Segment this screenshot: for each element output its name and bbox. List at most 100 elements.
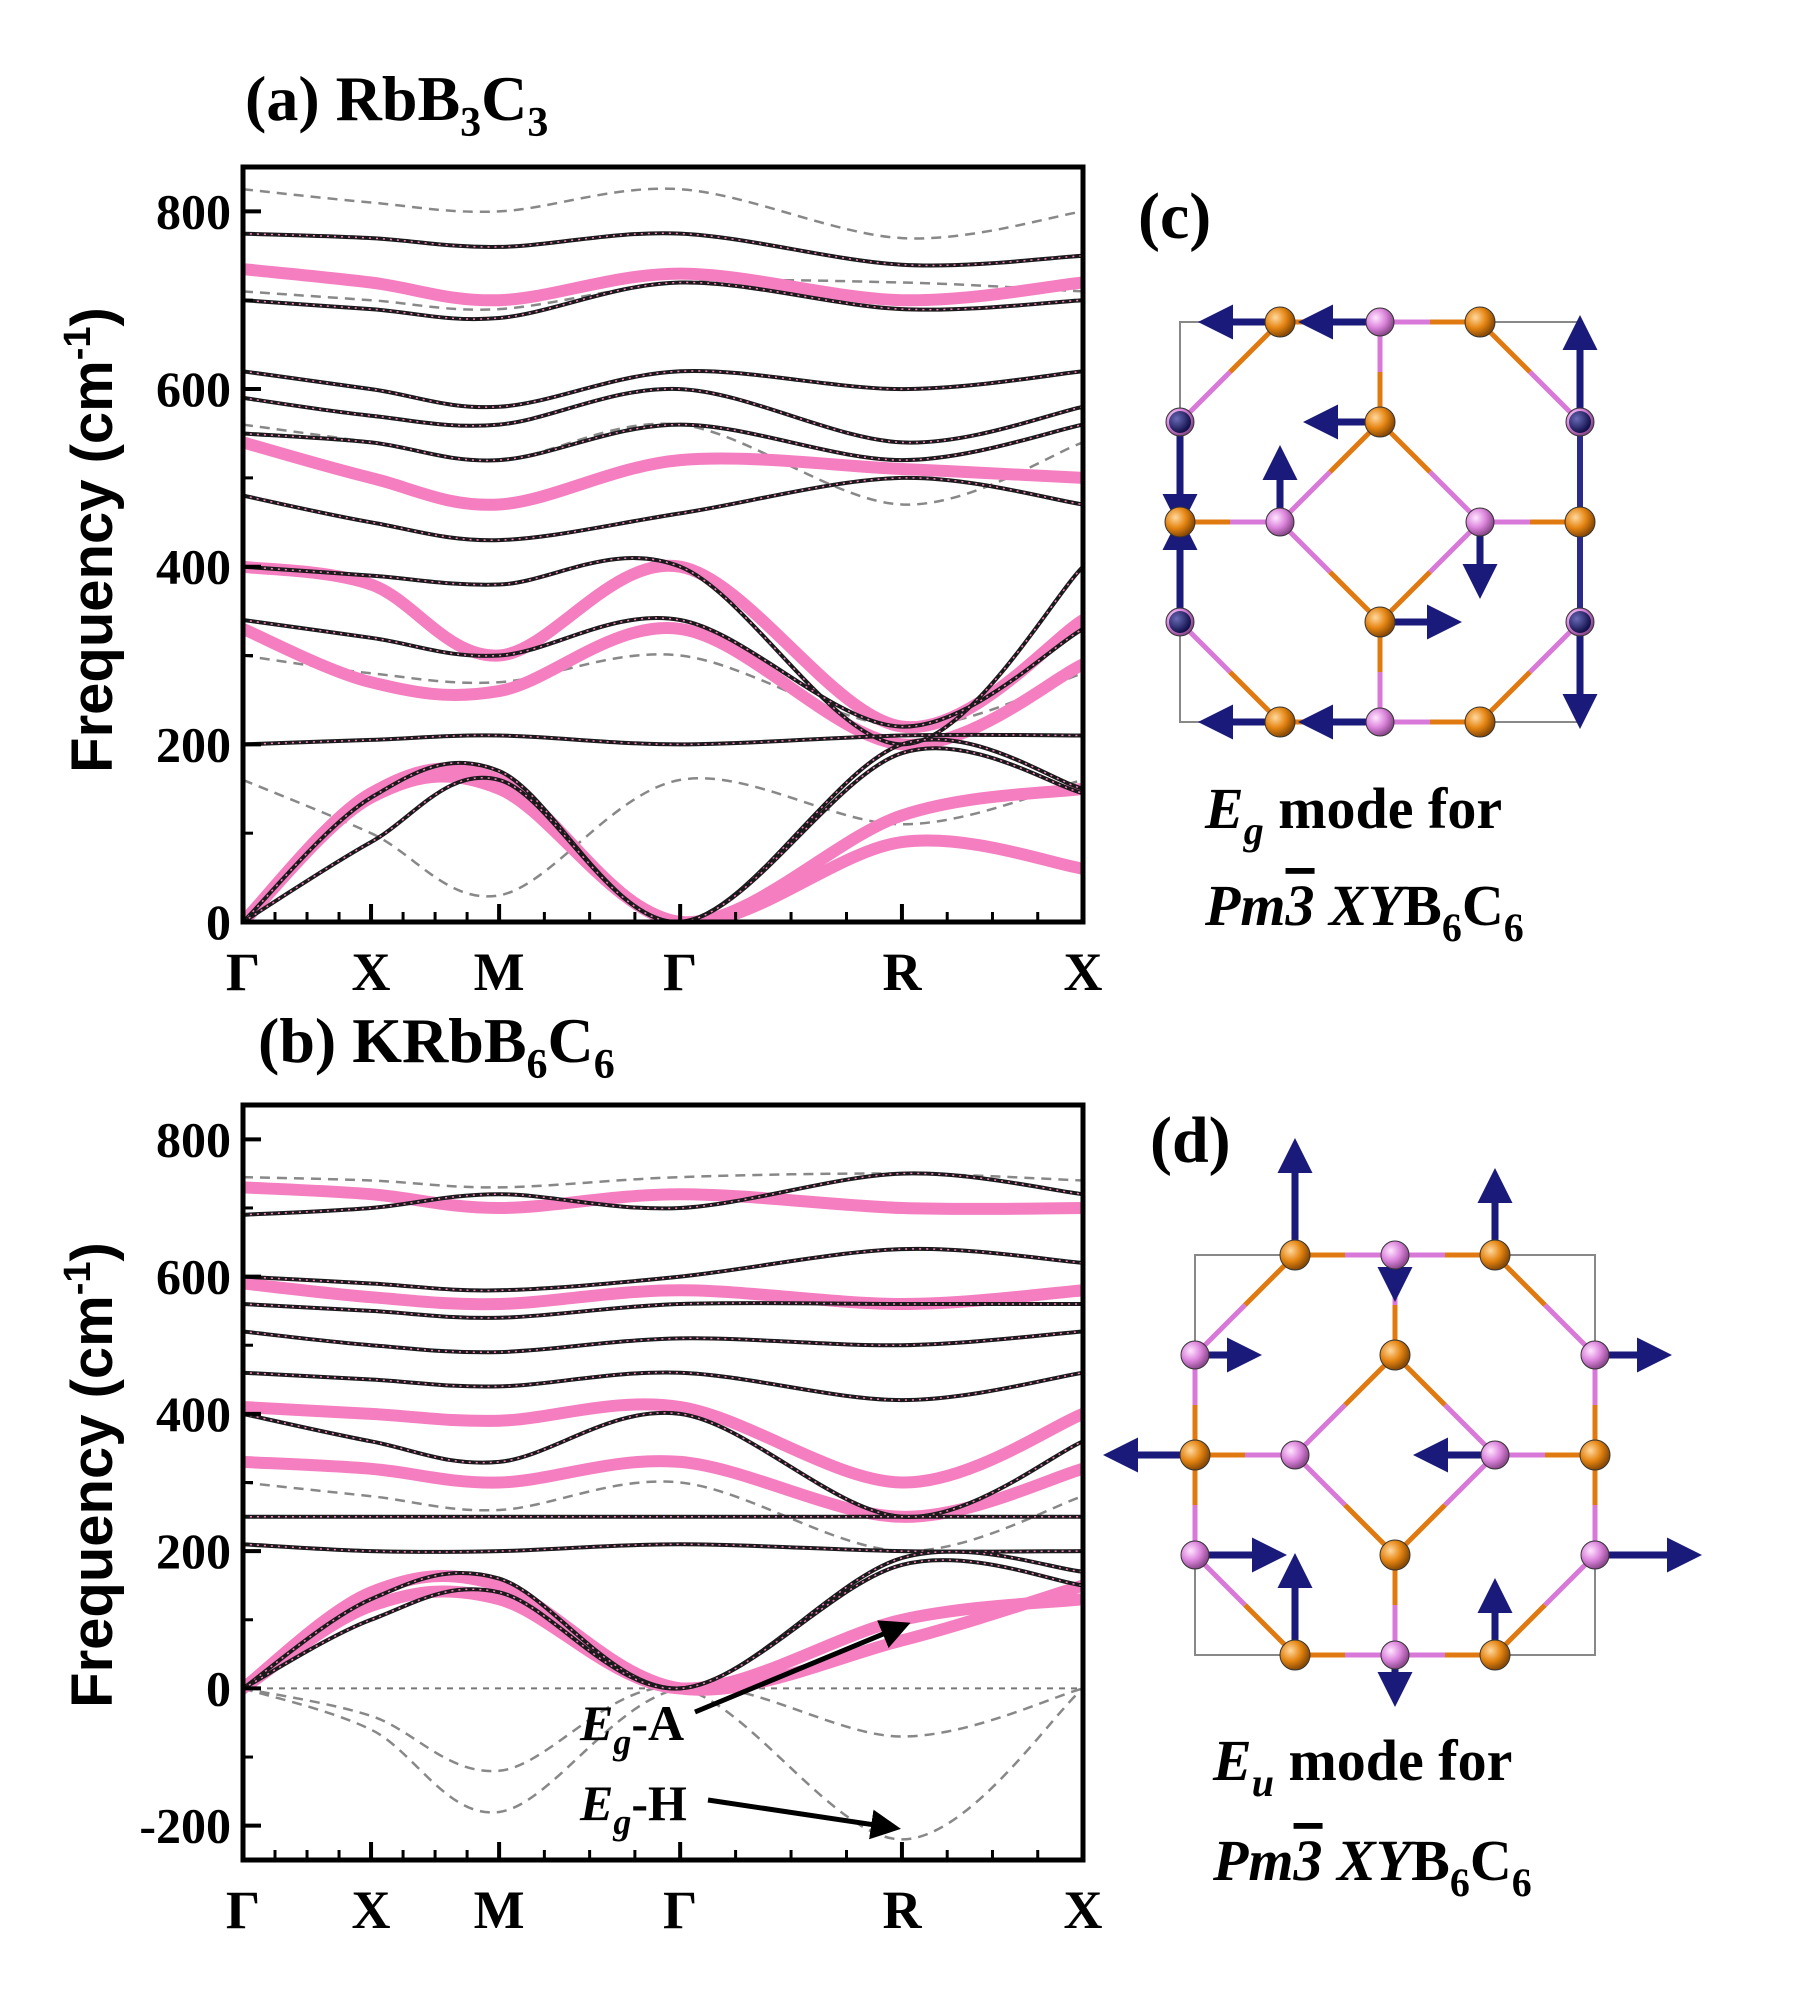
panel-d-boron-atom <box>1479 1239 1511 1271</box>
panel-d: (d) Eu mode for Pm3 XYB6C6 <box>1103 1104 1702 1905</box>
y-tick-label: 200 <box>156 1523 231 1579</box>
panel-d-boron-atom <box>1179 1439 1211 1471</box>
y-tick-label: -200 <box>139 1798 231 1854</box>
panel-d-carbon-atom <box>1580 1340 1610 1370</box>
panel-c-structure <box>1162 304 1598 740</box>
k-point-label: M <box>474 1880 525 1940</box>
panel-d-carbon-atom <box>1580 1540 1610 1570</box>
panel-d-carbon-atom <box>1480 1440 1510 1470</box>
panel-a-title: (a) RbB3C3 <box>245 63 548 146</box>
panel-c-boron-atom <box>1464 706 1496 738</box>
panel-c-carbon-atom <box>1365 307 1395 337</box>
y-tick-label: 0 <box>206 1660 231 1716</box>
panel-d-carbon-atom <box>1380 1640 1410 1670</box>
band-dark-3 <box>243 1329 1083 1355</box>
band-gray-17 <box>243 1480 1083 1553</box>
panel-d-boron-atom <box>1279 1239 1311 1271</box>
band-pink-11 <box>243 1277 1083 1311</box>
band-dark-fleck-9 <box>243 1559 1083 1690</box>
y-tick-label: 600 <box>156 361 231 417</box>
k-point-label: Γ <box>226 942 260 1002</box>
band-pink-12 <box>243 436 1083 511</box>
panel-c-dark-atom <box>1169 411 1191 433</box>
k-point-label: Γ <box>663 1880 697 1940</box>
band-dark-fleck-6 <box>243 557 1083 746</box>
band-dark-fleck-8 <box>243 734 1083 746</box>
y-tick-label: 0 <box>206 894 231 950</box>
annotation-eg-a-arrow <box>694 1620 911 1715</box>
band-dark-5 <box>243 1410 1083 1519</box>
panel-d-boron-atom <box>1379 1339 1411 1371</box>
y-tick-label: 200 <box>156 716 231 772</box>
panel-a: (a) RbB3C3 Frequency (cm-1) 0 200 400 600 80… <box>57 63 1103 1002</box>
panel-b-y-axis-label: Frequency (cm-1) <box>57 1242 125 1708</box>
panel-c-dark-atom <box>1169 611 1191 633</box>
k-point-label: Γ <box>226 1880 260 1940</box>
annotation-eg-a: Eg-A <box>579 1620 911 1762</box>
panel-c-boron-atom <box>1464 306 1496 338</box>
panel-b-title: (b) KRbB6C6 <box>258 1005 615 1088</box>
panel-c-carbon-atom <box>1365 707 1395 737</box>
band-pink-12 <box>243 1398 1083 1489</box>
band-dark-fleck-1 <box>243 281 1083 320</box>
k-point-label: Γ <box>663 942 697 1002</box>
y-tick-label: 400 <box>156 539 231 595</box>
panel-c-carbon-atom <box>1265 507 1295 537</box>
band-gray-19 <box>243 422 1083 506</box>
band-dark-4 <box>243 1370 1083 1403</box>
band-dark-fleck-3 <box>243 388 1083 444</box>
band-pink-13 <box>243 559 1083 734</box>
panel-d-boron-atom <box>1479 1639 1511 1671</box>
band-dark-fleck-0 <box>243 1172 1083 1216</box>
k-point-label: R <box>882 1880 922 1940</box>
panel-d-structure <box>1103 1138 1702 1707</box>
panel-d-boron-atom <box>1379 1539 1411 1571</box>
panel-b: (b) KRbB6C6 Frequency (cm-1) -200 0 200 400… <box>57 1005 1103 1940</box>
annotation-eg-h-arrow <box>707 1797 901 1840</box>
band-dark-1 <box>243 1246 1083 1293</box>
k-point-label: X <box>352 942 391 1002</box>
panel-c-boron-atom <box>1264 706 1296 738</box>
panel-a-y-axis-label: Frequency (cm-1) <box>57 307 125 773</box>
y-tick-label: 800 <box>156 183 231 239</box>
panel-d-label: (d) <box>1150 1104 1231 1177</box>
panel-d-boron-atom <box>1279 1639 1311 1671</box>
band-gray-16 <box>243 1172 1083 1189</box>
band-dark-fleck-5 <box>243 477 1083 541</box>
panel-d-boron-atom <box>1579 1439 1611 1471</box>
panel-d-carbon-atom <box>1280 1440 1310 1470</box>
y-tick-label: 400 <box>156 1386 231 1442</box>
k-point-label: M <box>474 942 525 1002</box>
panel-d-carbon-atom <box>1180 1540 1210 1570</box>
band-gray-17 <box>243 187 1083 240</box>
band-dark-fleck-3 <box>243 1330 1083 1354</box>
band-dark-fleck-9 <box>243 738 1083 922</box>
panel-c-label: (c) <box>1138 180 1211 253</box>
panel-c-boron-atom <box>1364 606 1396 638</box>
k-point-label: X <box>352 1880 391 1940</box>
k-point-label: R <box>882 942 922 1002</box>
band-pink-11 <box>243 263 1083 307</box>
band-pink-14 <box>243 1570 1083 1696</box>
band-dark-fleck-4 <box>243 423 1083 462</box>
band-dark-5 <box>243 475 1083 543</box>
band-dark-0 <box>243 231 1083 268</box>
band-dark-10 <box>243 746 1083 922</box>
panel-d-caption-line1: Eu mode for <box>1212 1728 1512 1805</box>
band-dark-fleck-7 <box>243 1543 1083 1553</box>
panel-c-boron-atom <box>1164 506 1196 538</box>
band-dark-fleck-10 <box>243 747 1083 922</box>
panel-c-caption-line2: Pm3 XYB6C6 <box>1204 873 1524 950</box>
annotation-eg-h-label: Eg-H <box>579 1775 687 1842</box>
k-point-label: X <box>1064 1880 1103 1940</box>
panel-d-carbon-atom <box>1180 1340 1210 1370</box>
band-dark-fleck-2 <box>243 1302 1083 1319</box>
y-tick-label: 600 <box>156 1249 231 1305</box>
band-dark-fleck-8 <box>243 1550 1083 1690</box>
panel-c-boron-atom <box>1364 406 1396 438</box>
panel-c: (c) Eg mode for Pm3 XYB6C6 <box>1138 180 1598 950</box>
annotation-eg-h: Eg-H <box>579 1775 901 1842</box>
panel-d-carbon-atom <box>1380 1240 1410 1270</box>
band-pink-15 <box>243 1585 1083 1695</box>
